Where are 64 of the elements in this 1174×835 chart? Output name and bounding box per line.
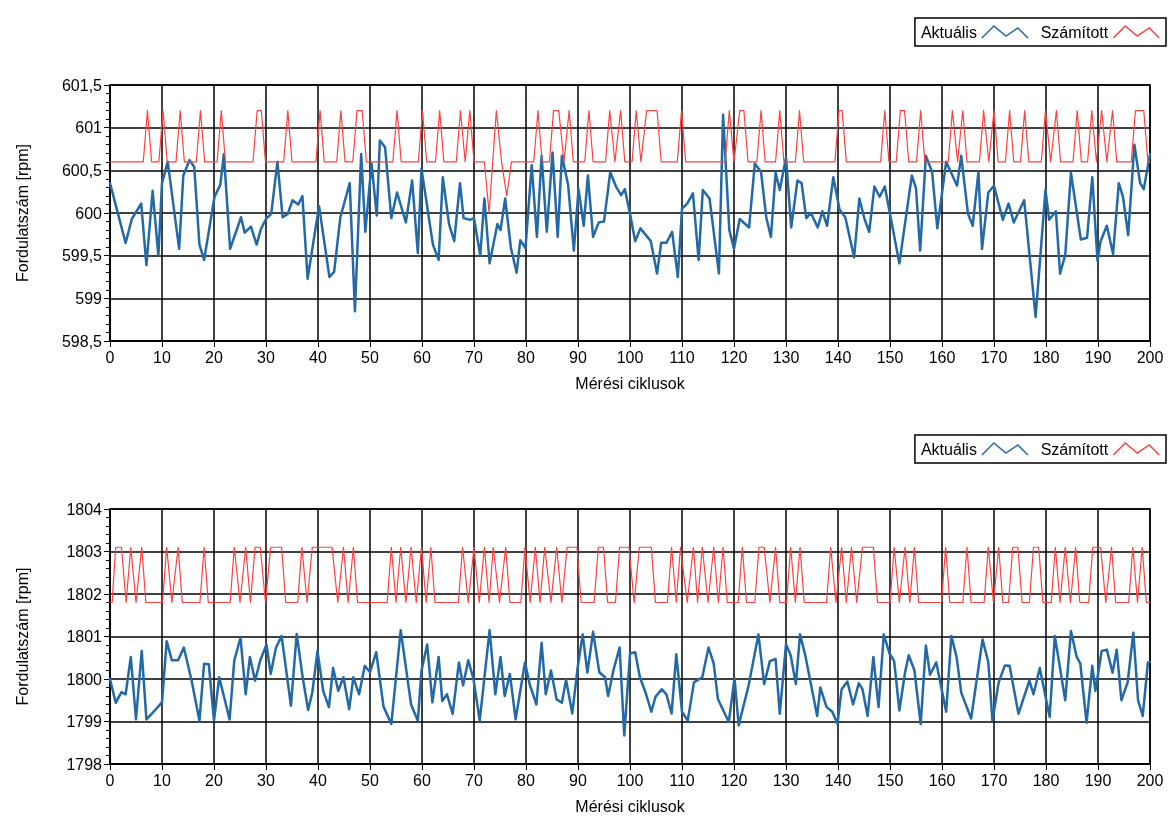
x-tick-label: 160 [928,771,956,789]
x-tick-label: 80 [517,348,535,366]
x-tick-label: 30 [257,771,275,789]
x-tick-label: 50 [361,348,379,366]
y-tick-label: 601 [75,119,103,137]
y-tick-label: 1800 [66,670,103,688]
x-tick-label: 0 [105,771,115,789]
x-tick-label: 130 [772,771,800,789]
y-axis-title: Fordulatszám [rpm] [13,567,31,706]
x-tick-label: 190 [1084,771,1112,789]
y-tick-label: 1803 [66,543,103,560]
x-tick-label: 110 [669,771,695,789]
x-tick-label: 120 [720,771,748,789]
x-tick-label: 60 [413,348,431,366]
x-tick-label: 50 [361,771,379,789]
y-tick-label: 1798 [66,755,103,773]
x-tick-label: 160 [928,348,956,366]
x-tick-label: 80 [517,771,535,789]
y-tick-label: 599,5 [61,247,103,265]
x-axis-title: Mérési ciklusok [575,374,686,392]
x-tick-label: 100 [616,348,644,366]
y-axis-title: Fordulatszám [rpm] [13,144,31,282]
x-tick-label: 200 [1136,771,1164,789]
x-tick-label: 90 [569,348,587,366]
y-tick-label: 1801 [66,628,103,645]
y-tick-label: 598,5 [61,332,103,350]
y-tick-label: 1802 [66,585,103,603]
x-tick-label: 90 [569,771,587,789]
x-tick-label: 110 [669,348,695,366]
x-tick-label: 200 [1136,348,1164,366]
x-tick-label: 120 [720,348,748,366]
y-tick-label: 1804 [66,500,103,518]
x-tick-label: 130 [772,348,800,366]
x-tick-label: 140 [824,348,852,366]
y-tick-label: 600 [75,204,103,222]
x-tick-label: 150 [876,771,904,789]
x-tick-label: 10 [153,771,171,789]
x-tick-label: 70 [465,771,483,789]
x-tick-label: 20 [205,348,223,366]
y-tick-label: 600,5 [61,161,103,179]
x-tick-label: 180 [1032,348,1060,366]
x-tick-label: 60 [413,771,431,789]
y-tick-label: 599 [75,289,103,307]
x-tick-label: 140 [824,771,852,789]
x-tick-label: 0 [105,348,115,366]
y-tick-label: 1799 [66,713,103,730]
x-tick-label: 70 [465,348,483,366]
y-tick-label: 601,5 [61,76,103,94]
x-tick-label: 150 [876,348,904,366]
x-axis-title: Mérési ciklusok [575,797,686,815]
x-tick-label: 20 [205,771,223,789]
x-tick-label: 10 [153,348,171,366]
x-tick-label: 100 [616,771,644,789]
x-tick-label: 40 [309,771,327,789]
x-tick-label: 170 [980,771,1008,789]
x-tick-label: 30 [257,348,275,366]
x-tick-label: 170 [980,348,1008,366]
legend-label: Számított [1040,440,1109,458]
legend-label: Aktuális [920,23,977,41]
legend-label: Aktuális [920,440,977,458]
x-tick-label: 40 [309,348,327,366]
x-tick-label: 180 [1032,771,1060,789]
legend-label: Számított [1040,23,1109,41]
x-tick-label: 190 [1084,348,1112,366]
